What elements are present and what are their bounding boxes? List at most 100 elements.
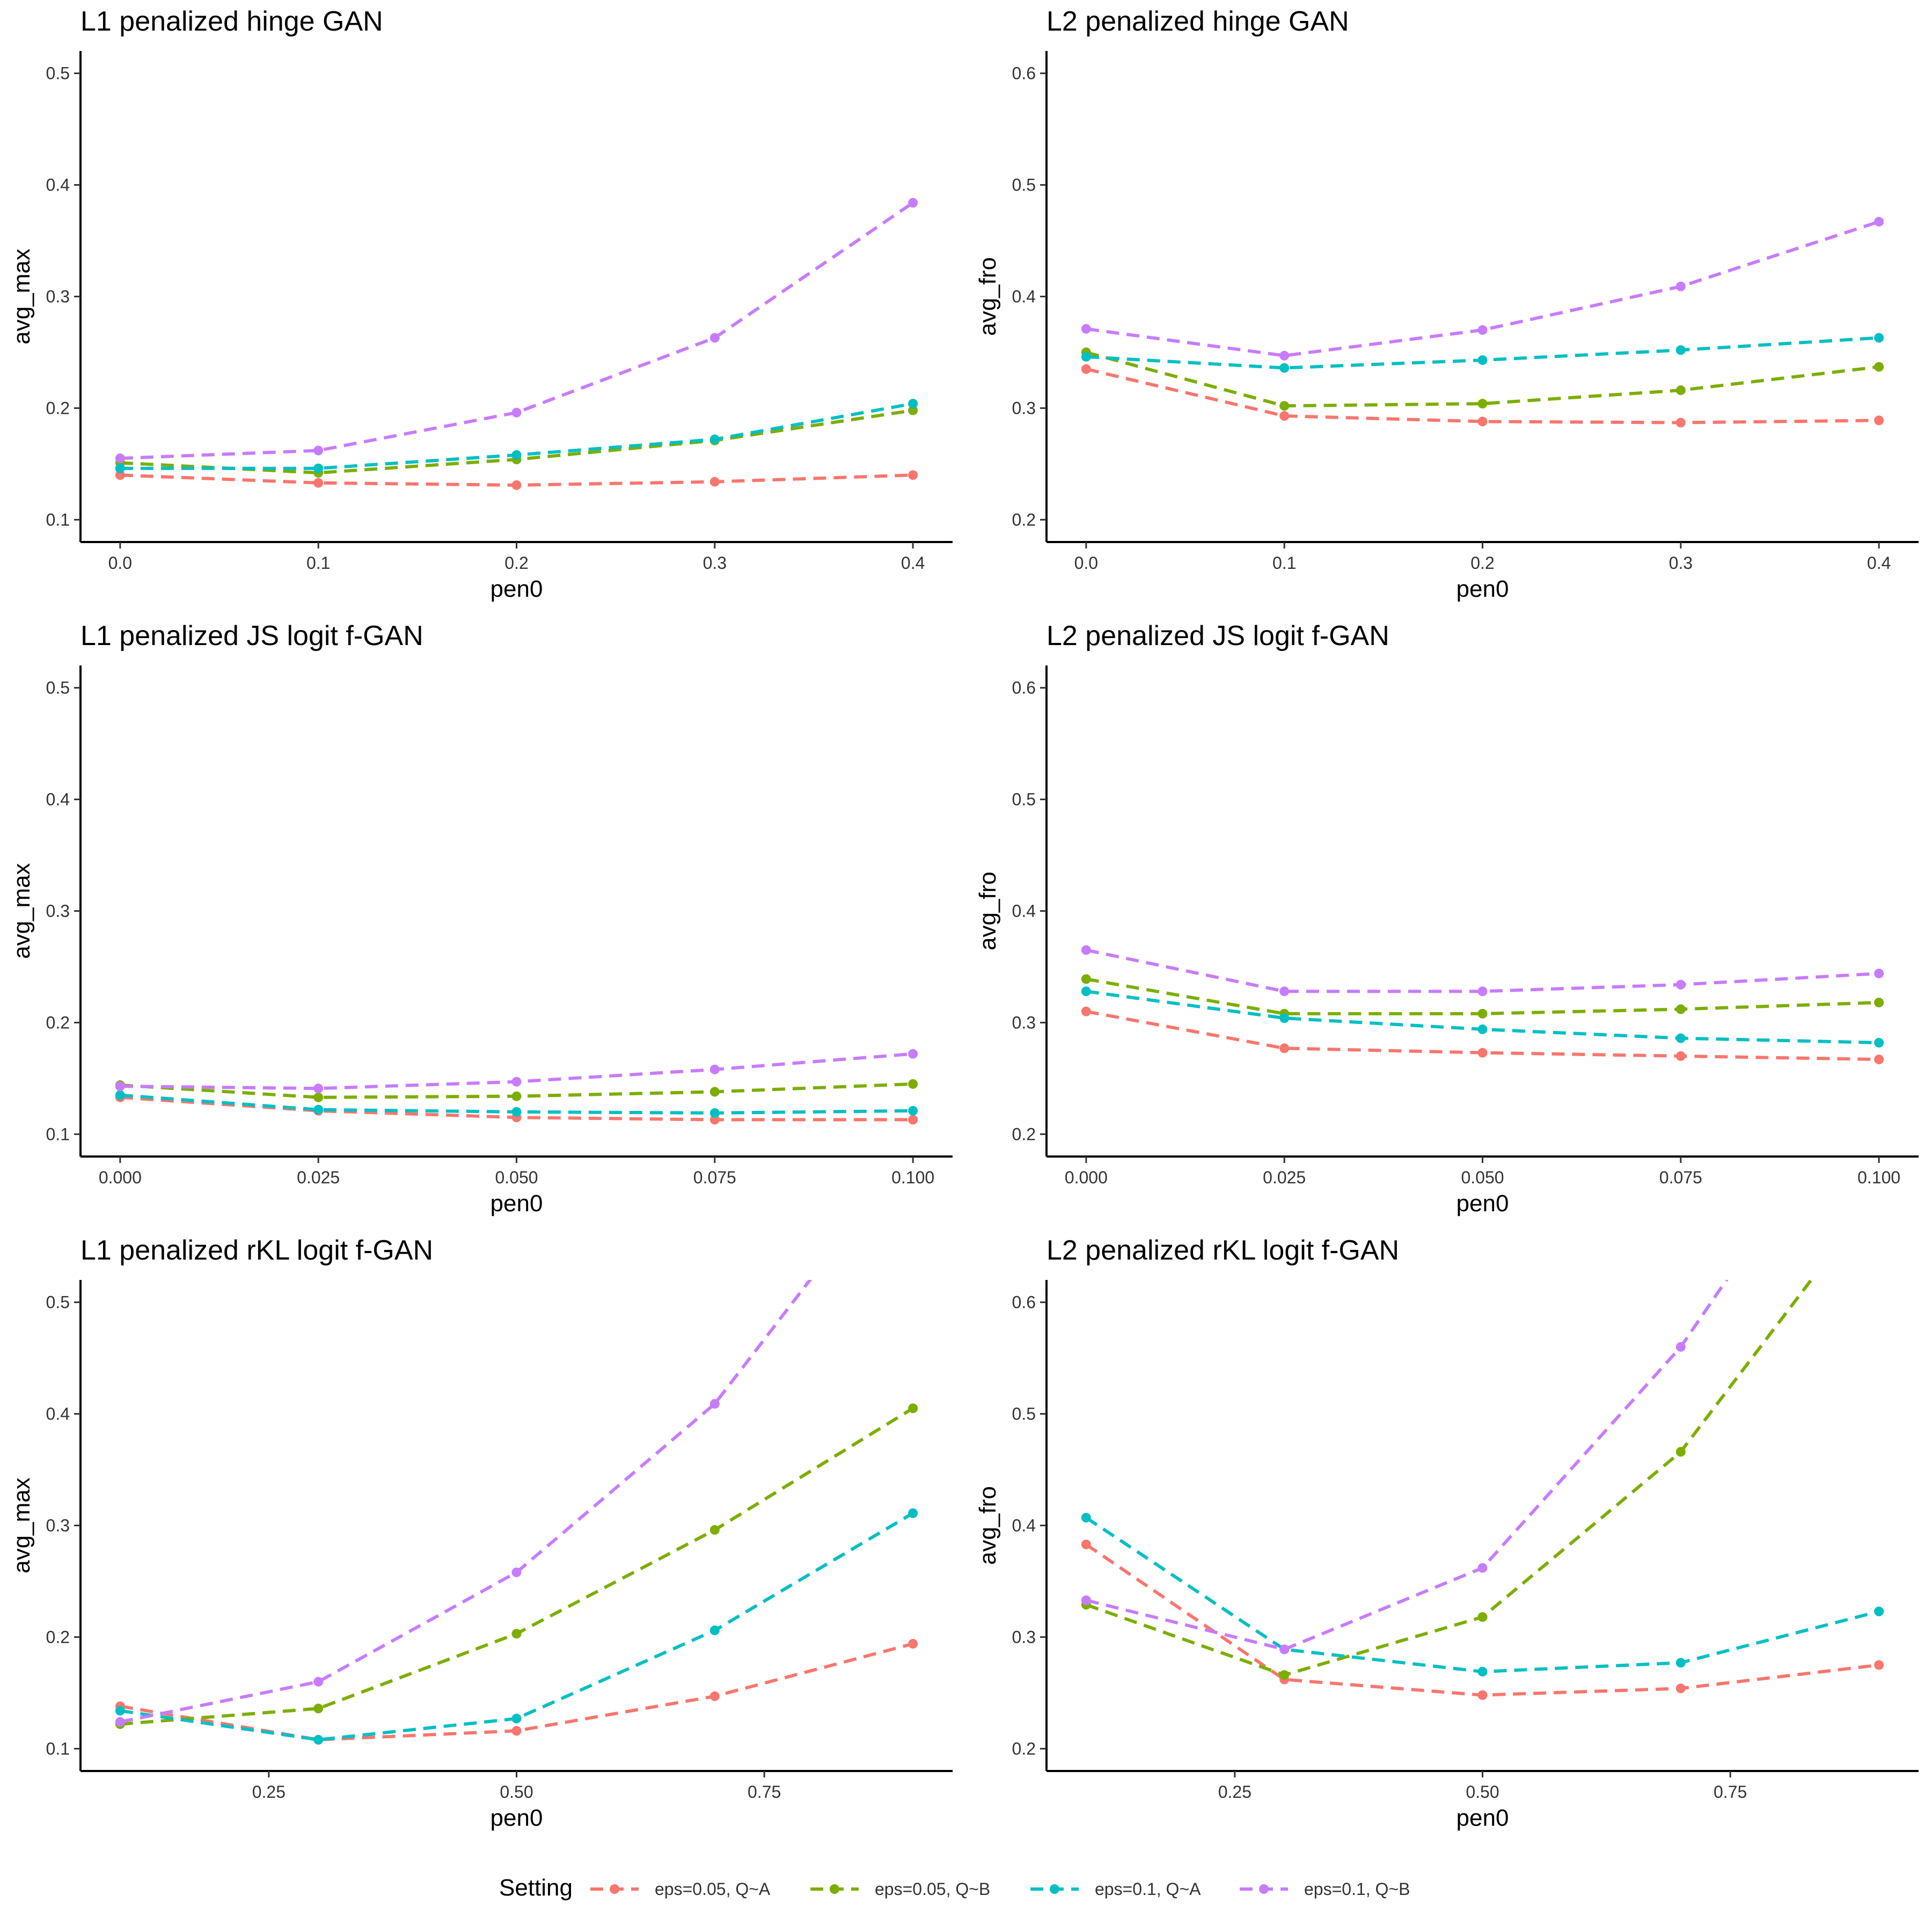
- y-tick-label: 0.1: [46, 1739, 70, 1758]
- legend-label: eps=0.05, Q~B: [875, 1879, 990, 1899]
- plot-area: [115, 1280, 918, 1745]
- legend-label: eps=0.1, Q~A: [1095, 1879, 1201, 1899]
- data-point: [115, 1081, 125, 1091]
- y-tick-label: 0.4: [1012, 287, 1036, 306]
- y-tick-label: 0.6: [1012, 678, 1036, 698]
- data-point: [1477, 1612, 1488, 1622]
- data-point: [908, 470, 918, 480]
- panel-4: L2 penalized JS logit f-GAN 0.2 0.3 0.4 0.5 0…: [975, 620, 1919, 1217]
- data-point: [1477, 399, 1488, 409]
- series-line: [1086, 1280, 1729, 1651]
- panel-title: L1 penalized hinge GAN: [80, 6, 383, 37]
- data-point: [908, 405, 918, 415]
- x-tick-label: 0.50: [500, 1782, 533, 1802]
- series-line: [1086, 977, 1879, 1015]
- data-point: [1081, 1595, 1091, 1605]
- data-point: [313, 1104, 324, 1115]
- legend-entry: eps=0.1, Q~A: [1030, 1879, 1201, 1899]
- data-point: [115, 463, 125, 473]
- x-axis-label: pen0: [491, 1190, 543, 1217]
- x-tick-label: 0.25: [1218, 1782, 1252, 1802]
- series-line: [120, 1642, 913, 1741]
- data-point: [908, 1049, 918, 1059]
- x-tick-label: 0.025: [297, 1168, 340, 1187]
- x-tick-label: 0.025: [1263, 1168, 1306, 1187]
- data-point: [313, 1084, 324, 1094]
- y-tick-label: 0.3: [1012, 1013, 1036, 1032]
- y-tick-label: 0.4: [1012, 902, 1036, 921]
- data-point: [908, 1106, 918, 1116]
- panel-title: L2 penalized JS logit f-GAN: [1046, 620, 1389, 652]
- x-tick-label: 0.75: [748, 1782, 781, 1802]
- y-tick-label: 0.3: [1012, 398, 1036, 418]
- panels: L1 penalized hinge GAN 0.1 0.2 0.3 0.4 0.5 0.0…: [9, 6, 1919, 1831]
- data-point: [908, 1508, 918, 1518]
- data-point: [1874, 415, 1884, 426]
- series-line: [1086, 220, 1880, 357]
- data-point: [115, 453, 125, 464]
- data-point: [511, 480, 522, 490]
- data-point: [1874, 968, 1884, 978]
- data-point: [1874, 1186, 1884, 1196]
- data-point: [313, 1092, 324, 1102]
- data-point: [1675, 1033, 1686, 1043]
- x-axis-label: pen0: [1457, 1190, 1509, 1217]
- data-point: [1675, 281, 1686, 291]
- data-point: [1874, 217, 1884, 227]
- x-tick-label: 0.050: [495, 1168, 538, 1187]
- y-tick-label: 0.2: [46, 1627, 70, 1646]
- x-tick-label: 0.075: [693, 1168, 736, 1187]
- data-point: [1874, 1055, 1884, 1065]
- data-point: [1081, 974, 1091, 984]
- panel-2: L2 penalized hinge GAN 0.2 0.3 0.4 0.5 0.6 0.0…: [975, 6, 1919, 602]
- x-tick-label: 0.3: [703, 553, 727, 573]
- data-point: [313, 463, 324, 473]
- plot-area: [115, 197, 918, 490]
- data-point: [908, 1638, 918, 1649]
- x-tick-label: 0.1: [1272, 553, 1296, 573]
- data-point: [1675, 1658, 1686, 1668]
- panel-title: L2 penalized hinge GAN: [1046, 6, 1349, 37]
- data-point: [709, 1115, 720, 1125]
- x-tick-label: 0.075: [1659, 1168, 1702, 1187]
- data-point: [1279, 1670, 1290, 1680]
- data-point: [1477, 1666, 1488, 1677]
- data-point: [1874, 1037, 1884, 1048]
- data-point: [1874, 333, 1884, 343]
- x-tick-label: 0.25: [252, 1782, 286, 1802]
- y-tick-label: 0.1: [46, 510, 70, 529]
- y-tick-label: 0.5: [1012, 175, 1036, 195]
- y-tick-label: 0.6: [1012, 1293, 1036, 1312]
- panel-1: L1 penalized hinge GAN 0.1 0.2 0.3 0.4 0.5 0.0…: [9, 6, 953, 602]
- data-point: [511, 1107, 522, 1117]
- data-point: [511, 1077, 522, 1087]
- data-point: [709, 434, 720, 444]
- data-point: [709, 1399, 720, 1409]
- x-tick-label: 0.75: [1714, 1782, 1747, 1802]
- series-line: [120, 1512, 914, 1741]
- y-axis-label: avg_max: [9, 863, 35, 959]
- panel-title: L2 penalized rKL logit f-GAN: [1046, 1235, 1399, 1266]
- data-point: [709, 1625, 720, 1635]
- y-tick-label: 0.4: [46, 790, 70, 809]
- data-point: [511, 1726, 522, 1736]
- panel-3: L1 penalized JS logit f-GAN 0.1 0.2 0.3 0.4 0…: [9, 620, 953, 1217]
- data-point: [1675, 1342, 1686, 1352]
- data-point: [709, 477, 720, 487]
- data-point: [1279, 1043, 1290, 1053]
- y-tick-label: 0.1: [46, 1124, 70, 1144]
- x-tick-label: 0.4: [901, 553, 925, 573]
- data-point: [511, 450, 522, 460]
- y-tick-label: 0.2: [1012, 510, 1036, 529]
- y-axis-label: avg_fro: [975, 1486, 1001, 1565]
- panel-title: L1 penalized JS logit f-GAN: [80, 620, 423, 652]
- x-tick-label: 0.0: [1074, 553, 1098, 573]
- data-point: [1675, 1051, 1686, 1061]
- data-point: [1477, 1690, 1488, 1700]
- legend-label: eps=0.1, Q~B: [1304, 1879, 1410, 1899]
- data-point: [115, 1717, 125, 1727]
- y-tick-label: 0.2: [1012, 1124, 1036, 1144]
- x-tick-label: 0.2: [1470, 553, 1494, 573]
- y-tick-label: 0.4: [46, 1404, 70, 1424]
